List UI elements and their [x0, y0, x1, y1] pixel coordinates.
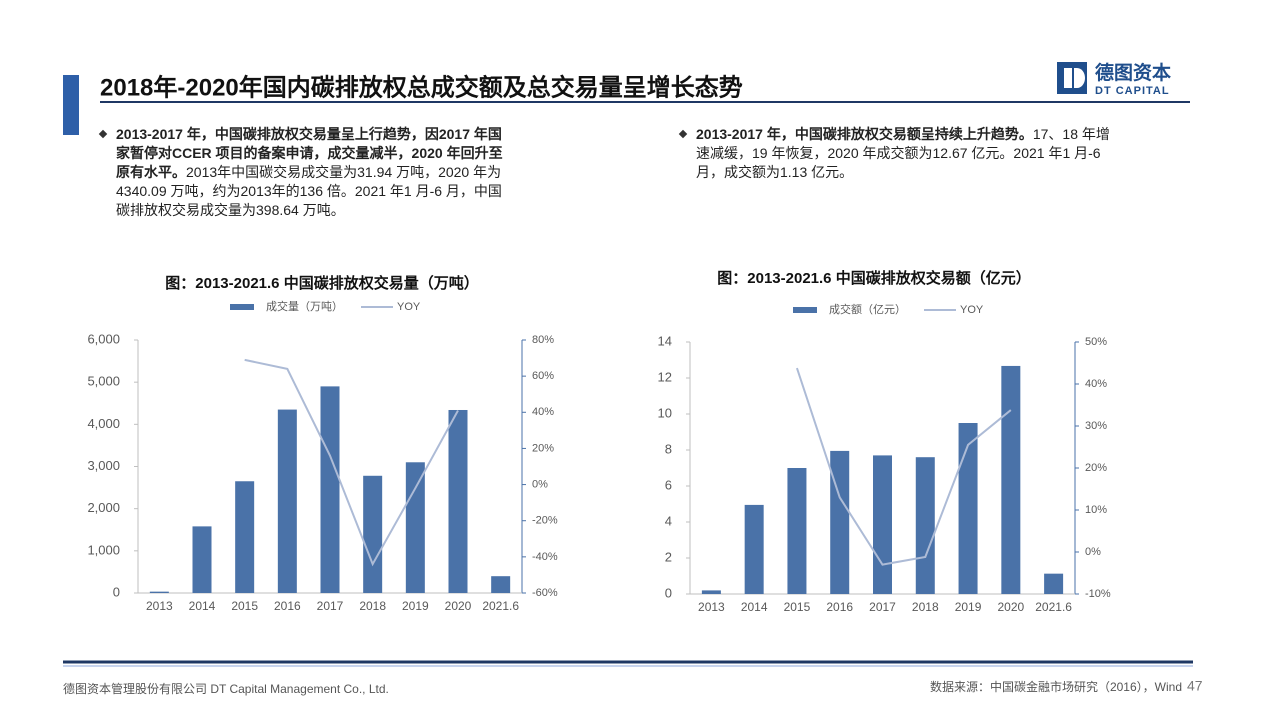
bullet: 2013-2017 年，中国碳排放权交易量呈上行趋势，因2017 年国家暂停对C… [98, 125, 508, 220]
y2-tick-label: 40% [532, 406, 554, 418]
bar [1001, 365, 1021, 594]
y-tick-label: 2,000 [87, 500, 120, 515]
y-tick-label: 0 [113, 584, 120, 599]
x-tick-label: 2016 [826, 600, 853, 614]
footer-company: 德图资本管理股份有限公司 DT Capital Management Co., … [63, 681, 389, 696]
x-tick-label: 2013 [146, 599, 173, 613]
legend-label: YOY [397, 301, 421, 313]
bullet-text: 17、18 年增速减缓，19 年恢复，2020 年成交额为12.67 亿元。20… [696, 126, 1110, 180]
y-tick-label: 10 [658, 405, 672, 420]
y2-tick-label: -60% [532, 587, 558, 599]
y-tick-label: 0 [665, 585, 672, 600]
y2-tick-label: 60% [532, 370, 554, 382]
y2-tick-label: 30% [1085, 420, 1107, 432]
bar [149, 591, 169, 593]
y2-tick-label: 40% [1085, 378, 1107, 390]
bar [958, 423, 978, 594]
x-tick-label: 2019 [955, 600, 982, 614]
bullet-bold: 2013-2017 年，中国碳排放权交易量呈上行趋势，因2017 年国家暂停对C… [116, 126, 503, 180]
bar [192, 526, 212, 593]
x-tick-label: 2014 [189, 599, 216, 613]
y-tick-label: 3,000 [87, 458, 120, 473]
x-tick-label: 2020 [997, 600, 1024, 614]
y2-tick-label: 10% [1085, 504, 1107, 516]
x-tick-label: 2013 [698, 600, 725, 614]
y-tick-label: 14 [658, 333, 672, 348]
bar [1044, 573, 1064, 594]
yoy-line [795, 367, 1012, 566]
page-number: 47 [1187, 678, 1203, 694]
bar [448, 409, 468, 593]
x-tick-label: 2017 [869, 600, 896, 614]
y2-tick-label: 20% [1085, 462, 1107, 474]
y2-tick-label: 0% [1085, 546, 1101, 558]
y-tick-label: 12 [658, 369, 672, 384]
x-tick-label: 2015 [784, 600, 811, 614]
x-tick-label: 2018 [359, 599, 386, 613]
x-tick-label: 2017 [317, 599, 344, 613]
logo-glyph [1074, 68, 1085, 88]
x-tick-label: 2015 [231, 599, 258, 613]
logo-en: DT CAPITAL [1095, 85, 1170, 97]
legend-swatch [230, 304, 254, 310]
bar [915, 457, 935, 594]
bar [787, 468, 807, 594]
logo-cn: 德图资本 [1095, 61, 1171, 84]
y2-tick-label: 50% [1085, 336, 1107, 348]
x-tick-label: 2016 [274, 599, 301, 613]
x-tick-label: 2018 [912, 600, 939, 614]
y-tick-label: 5,000 [87, 374, 120, 389]
bar [363, 475, 383, 593]
bullet: 2013-2017 年，中国碳排放权交易额呈持续上升趋势。17、18 年增速减缓… [678, 125, 1116, 182]
legend-label: YOY [960, 304, 984, 316]
legend-swatch [793, 307, 817, 313]
bar [491, 576, 511, 593]
y2-tick-label: 0% [532, 478, 548, 490]
y2-tick-label: 80% [532, 334, 554, 346]
y-tick-label: 8 [665, 441, 672, 456]
x-tick-label: 2014 [741, 600, 768, 614]
yoy-line [244, 358, 459, 567]
y2-tick-label: -40% [532, 551, 558, 563]
x-tick-label: 2020 [445, 599, 472, 613]
y-tick-label: 6,000 [87, 331, 120, 346]
bullet-text: 2013年中国碳交易成交量为31.94 万吨，2020 年为4340.09 万吨… [116, 164, 502, 218]
y2-tick-label: -20% [532, 515, 558, 527]
footer-source: 数据来源：中国碳金融市场研究（2016），Wind [930, 679, 1182, 694]
chart-title: 图：2013-2021.6 中国碳排放权交易额（亿元） [717, 269, 1030, 287]
y2-tick-label: 20% [532, 442, 554, 454]
x-tick-label: 2021.6 [482, 599, 519, 613]
bar [405, 462, 425, 593]
x-tick-label: 2021.6 [1035, 600, 1072, 614]
bar [744, 504, 764, 594]
legend-label: 成交额（亿元） [829, 302, 906, 316]
legend-label: 成交量（万吨） [266, 299, 343, 313]
y-tick-label: 4 [665, 513, 672, 528]
y-tick-label: 1,000 [87, 542, 120, 557]
bar [235, 481, 255, 593]
x-tick-label: 2019 [402, 599, 429, 613]
slide-title: 2018年-2020年国内碳排放权总成交额及总交易量呈增长态势 [100, 73, 743, 101]
logo-glyph [1064, 68, 1072, 88]
bullet-bold: 2013-2017 年，中国碳排放权交易额呈持续上升趋势。 [696, 126, 1033, 142]
accent-bar [63, 75, 79, 135]
y-tick-label: 2 [665, 549, 672, 564]
bar [873, 455, 892, 594]
bar [701, 590, 721, 594]
y2-tick-label: -10% [1085, 588, 1111, 600]
bar [320, 386, 340, 593]
y-tick-label: 4,000 [87, 416, 120, 431]
chart-title: 图：2013-2021.6 中国碳排放权交易量（万吨） [165, 274, 478, 292]
y-tick-label: 6 [665, 477, 672, 492]
bar [277, 409, 297, 593]
bar [830, 450, 850, 594]
